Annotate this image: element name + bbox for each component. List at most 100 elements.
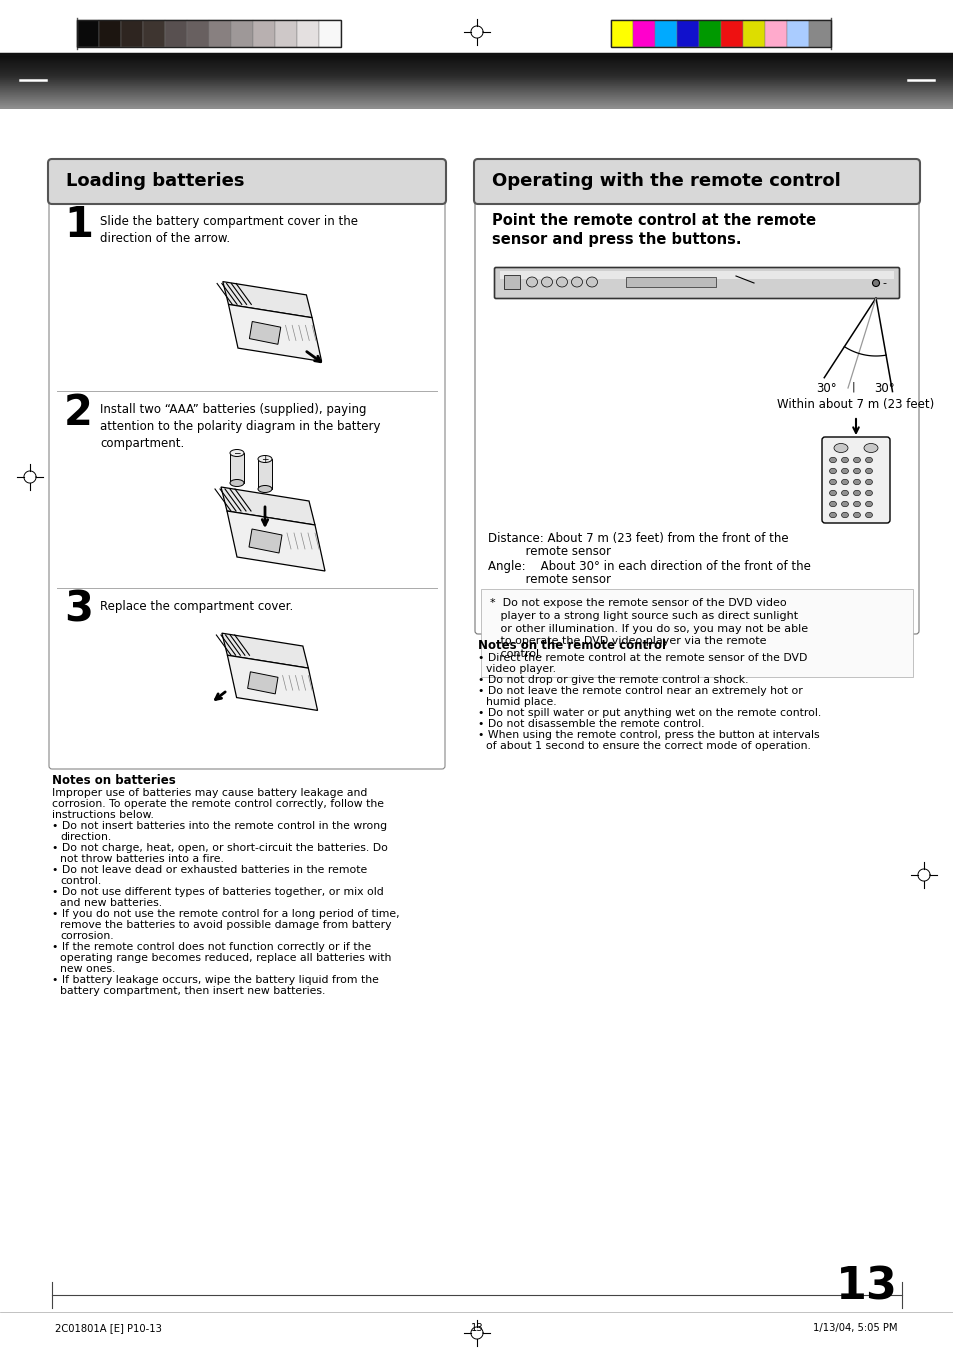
Polygon shape [227, 655, 317, 711]
Text: 2C01801A [E] P10-13: 2C01801A [E] P10-13 [55, 1323, 162, 1333]
Text: and new batteries.: and new batteries. [60, 898, 162, 908]
Text: • Do not leave dead or exhausted batteries in the remote: • Do not leave dead or exhausted batteri… [52, 865, 367, 875]
Text: 13: 13 [470, 1323, 483, 1333]
Text: of about 1 second to ensure the correct mode of operation.: of about 1 second to ensure the correct … [485, 740, 810, 751]
Text: remote sensor: remote sensor [488, 573, 610, 586]
Polygon shape [222, 634, 308, 669]
Text: 30°: 30° [873, 382, 893, 394]
FancyBboxPatch shape [475, 199, 918, 634]
Ellipse shape [853, 490, 860, 496]
Bar [121, 20, 143, 47]
Bar [253, 20, 274, 47]
Text: humid place.: humid place. [485, 697, 556, 707]
Bar [808, 20, 830, 47]
Ellipse shape [853, 501, 860, 507]
Ellipse shape [864, 512, 872, 517]
Text: 1/13/04, 5:05 PM: 1/13/04, 5:05 PM [813, 1323, 897, 1333]
Polygon shape [223, 281, 312, 317]
Text: • If the remote control does not function correctly or if the: • If the remote control does not functio… [52, 942, 371, 952]
FancyBboxPatch shape [821, 436, 889, 523]
Bar [165, 20, 187, 47]
Text: • When using the remote control, press the button at intervals: • When using the remote control, press t… [477, 730, 819, 740]
Ellipse shape [257, 485, 272, 493]
FancyBboxPatch shape [474, 159, 919, 204]
Text: corrosion. To operate the remote control correctly, follow the: corrosion. To operate the remote control… [52, 798, 384, 809]
Ellipse shape [841, 490, 847, 496]
FancyBboxPatch shape [494, 267, 899, 299]
Ellipse shape [556, 277, 567, 286]
Ellipse shape [828, 469, 836, 474]
Ellipse shape [872, 280, 879, 286]
Ellipse shape [841, 501, 847, 507]
Polygon shape [248, 671, 277, 694]
Text: Notes on the remote control: Notes on the remote control [477, 639, 665, 653]
Bar [742, 20, 764, 47]
Text: 3: 3 [64, 589, 92, 631]
Text: • Do not charge, heat, open, or short-circuit the batteries. Do: • Do not charge, heat, open, or short-ci… [52, 843, 388, 852]
Bar [655, 20, 677, 47]
Text: +: + [261, 454, 269, 463]
Text: new ones.: new ones. [60, 965, 115, 974]
Ellipse shape [841, 457, 847, 463]
Text: • Do not leave the remote control near an extremely hot or: • Do not leave the remote control near a… [477, 686, 801, 696]
FancyBboxPatch shape [49, 199, 444, 769]
Text: 1: 1 [64, 204, 92, 246]
Ellipse shape [841, 480, 847, 485]
Ellipse shape [864, 457, 872, 463]
Bar [633, 20, 655, 47]
Text: Install two “AAA” batteries (supplied), paying
attention to the polarity diagram: Install two “AAA” batteries (supplied), … [100, 403, 380, 450]
Ellipse shape [230, 450, 244, 457]
Text: operating range becomes reduced, replace all batteries with: operating range becomes reduced, replace… [60, 952, 391, 963]
Bar [257, 459, 272, 489]
Ellipse shape [526, 277, 537, 286]
FancyBboxPatch shape [48, 159, 446, 204]
Ellipse shape [230, 480, 244, 486]
Polygon shape [249, 530, 282, 553]
Ellipse shape [571, 277, 582, 286]
Text: corrosion.: corrosion. [60, 931, 113, 942]
Ellipse shape [828, 490, 836, 496]
Text: control.: control. [60, 875, 101, 886]
Text: Notes on batteries: Notes on batteries [52, 774, 175, 788]
Text: remove the batteries to avoid possible damage from battery: remove the batteries to avoid possible d… [60, 920, 391, 929]
Bar [625, 277, 716, 286]
Text: • If battery leakage occurs, wipe the battery liquid from the: • If battery leakage occurs, wipe the ba… [52, 975, 378, 985]
Text: |: | [850, 381, 854, 392]
Bar [699, 20, 720, 47]
Ellipse shape [841, 469, 847, 474]
Ellipse shape [864, 501, 872, 507]
Ellipse shape [864, 469, 872, 474]
Text: −: − [233, 449, 240, 458]
Ellipse shape [828, 501, 836, 507]
Ellipse shape [257, 455, 272, 462]
Bar [187, 20, 209, 47]
Text: Slide the battery compartment cover in the
direction of the arrow.: Slide the battery compartment cover in t… [100, 215, 357, 245]
Polygon shape [229, 304, 321, 362]
Bar [720, 20, 742, 47]
Text: Within about 7 m (23 feet): Within about 7 m (23 feet) [777, 399, 934, 411]
Text: Improper use of batteries may cause battery leakage and: Improper use of batteries may cause batt… [52, 788, 367, 798]
Ellipse shape [828, 480, 836, 485]
Text: *  Do not expose the remote sensor of the DVD video
   player to a strong light : * Do not expose the remote sensor of the… [490, 598, 807, 659]
Text: • Direct the remote control at the remote sensor of the DVD: • Direct the remote control at the remot… [477, 653, 806, 663]
Text: -: - [882, 278, 885, 288]
Ellipse shape [863, 443, 877, 453]
Ellipse shape [841, 512, 847, 517]
Ellipse shape [541, 277, 552, 286]
Bar [318, 20, 340, 47]
Ellipse shape [853, 512, 860, 517]
Ellipse shape [833, 443, 847, 453]
Text: direction.: direction. [60, 832, 112, 842]
Text: 30°: 30° [815, 382, 836, 394]
Text: • Do not disassemble the remote control.: • Do not disassemble the remote control. [477, 719, 703, 730]
Ellipse shape [828, 457, 836, 463]
Text: • If you do not use the remote control for a long period of time,: • If you do not use the remote control f… [52, 909, 399, 919]
Ellipse shape [828, 512, 836, 517]
Text: Loading batteries: Loading batteries [66, 173, 244, 190]
Text: • Do not use different types of batteries together, or mix old: • Do not use different types of batterie… [52, 888, 383, 897]
Text: Operating with the remote control: Operating with the remote control [492, 173, 840, 190]
Polygon shape [249, 322, 280, 345]
Text: battery compartment, then insert new batteries.: battery compartment, then insert new bat… [60, 986, 325, 996]
Bar [230, 453, 244, 484]
Text: • Do not spill water or put anything wet on the remote control.: • Do not spill water or put anything wet… [477, 708, 821, 717]
